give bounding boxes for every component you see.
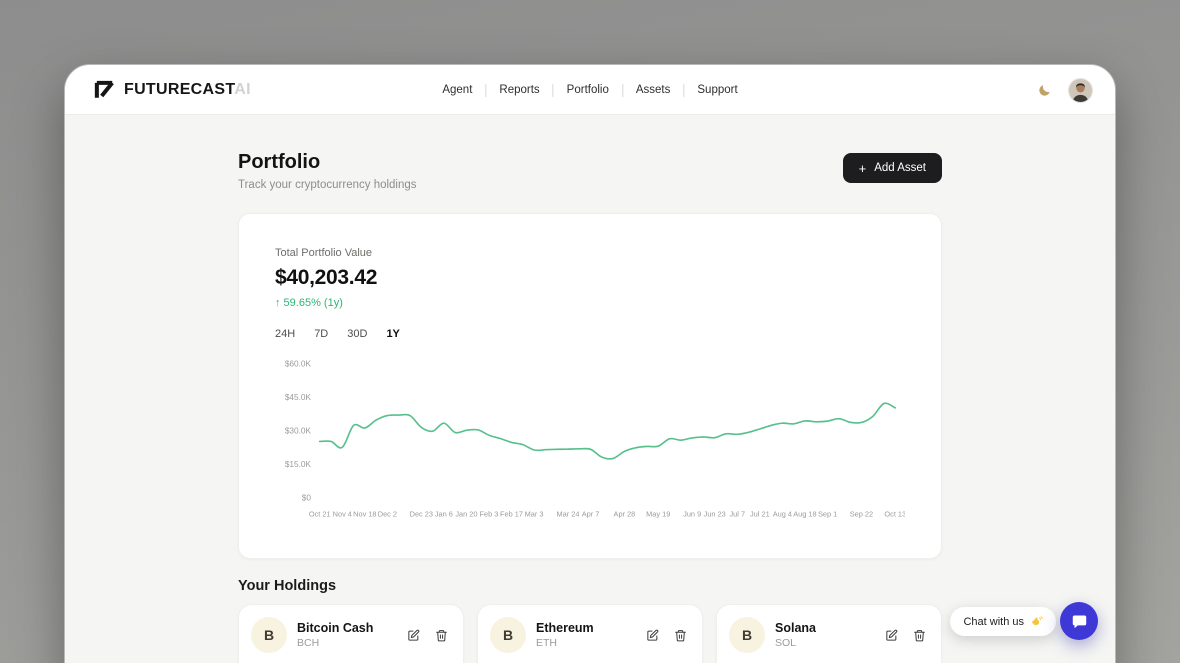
trash-icon — [914, 629, 925, 641]
holdings-cards: B Bitcoin Cash BCH AI Score: -1 (Slightl… — [238, 604, 942, 663]
edit-icon — [647, 629, 659, 641]
svg-text:Jun 23: Jun 23 — [704, 509, 726, 518]
plus-icon: + — [858, 160, 867, 176]
nav-item-support[interactable]: Support — [697, 84, 738, 96]
arrow-logo-icon — [94, 80, 114, 98]
svg-text:Oct 21: Oct 21 — [309, 509, 331, 518]
moon-icon — [1038, 84, 1050, 96]
time-range-tabs: 24H 7D 30D 1Y — [275, 326, 905, 342]
top-navbar: FUTURECASTAI Agent Reports Portfolio Ass… — [65, 65, 1115, 115]
svg-text:Oct 13: Oct 13 — [884, 509, 905, 518]
app-window: FUTURECASTAI Agent Reports Portfolio Ass… — [64, 64, 1116, 663]
svg-text:$15.0K: $15.0K — [285, 460, 312, 469]
dark-mode-toggle[interactable] — [1034, 80, 1054, 100]
svg-text:Aug 18: Aug 18 — [793, 509, 816, 518]
nav-divider — [621, 83, 623, 97]
svg-text:Sep 22: Sep 22 — [850, 509, 873, 518]
coin-ticker: ETH — [536, 637, 557, 649]
svg-text:Mar 3: Mar 3 — [525, 509, 544, 518]
nav-divider — [485, 83, 487, 97]
page-header: Portfolio Track your cryptocurrency hold… — [238, 151, 942, 191]
chat-bubble-icon — [1072, 614, 1086, 628]
header-actions — [1034, 65, 1093, 115]
svg-text:Apr 28: Apr 28 — [614, 509, 636, 518]
portfolio-value: $40,203.42 — [275, 266, 378, 289]
svg-text:$30.0K: $30.0K — [285, 427, 312, 436]
coin-name: Ethereum — [536, 621, 594, 635]
add-asset-button[interactable]: + Add Asset — [842, 153, 942, 183]
brand-name: FUTURECASTAI — [124, 81, 251, 98]
portfolio-line-chart: $60.0K $45.0K $30.0K $15.0K $0 Oct 21 Nov 4 Nov… — [275, 352, 905, 525]
svg-text:Dec 23: Dec 23 — [410, 509, 433, 518]
svg-text:Jun 9: Jun 9 — [683, 509, 701, 518]
svg-text:Jan 20: Jan 20 — [455, 509, 477, 518]
chat-fab-button[interactable] — [1060, 602, 1098, 640]
portfolio-change: ↑ 59.65% (1y) — [275, 297, 343, 309]
nav-item-agent[interactable]: Agent — [442, 84, 473, 96]
svg-text:Jan 6: Jan 6 — [435, 509, 453, 518]
main-nav: Agent Reports Portfolio Assets Support — [429, 65, 750, 115]
main-content: Portfolio Track your cryptocurrency hold… — [238, 115, 942, 663]
edit-icon — [408, 629, 420, 641]
avatar-photo — [1069, 78, 1092, 102]
nav-item-portfolio[interactable]: Portfolio — [566, 84, 609, 96]
coin-avatar: B — [251, 617, 287, 653]
svg-text:$60.0K: $60.0K — [285, 360, 312, 369]
waving-hand-icon — [1032, 616, 1043, 626]
svg-text:$0: $0 — [302, 494, 312, 503]
user-avatar[interactable] — [1068, 77, 1093, 103]
delete-asset-button[interactable] — [432, 626, 451, 645]
svg-text:Jul 21: Jul 21 — [750, 509, 770, 518]
svg-text:Nov 4: Nov 4 — [333, 509, 352, 518]
portfolio-value-card: Total Portfolio Value $40,203.42 ↑ 59.65… — [238, 213, 942, 559]
trash-icon — [675, 629, 686, 641]
holdings-section-title: Your Holdings — [238, 578, 337, 594]
edit-asset-button[interactable] — [643, 626, 662, 645]
coin-name: Bitcoin Cash — [297, 621, 374, 635]
delete-asset-button[interactable] — [910, 626, 929, 645]
svg-text:Aug 4: Aug 4 — [773, 509, 792, 518]
holding-card-bch: B Bitcoin Cash BCH AI Score: -1 (Slightl… — [238, 604, 464, 663]
svg-text:Nov 18: Nov 18 — [353, 509, 376, 518]
coin-name: Solana — [775, 621, 816, 635]
svg-text:Sep 1: Sep 1 — [818, 509, 837, 518]
coin-ticker: SOL — [775, 637, 797, 649]
svg-text:Mar 24: Mar 24 — [557, 509, 580, 518]
holding-card-sol: B Solana SOL AI Score: -1 (Slightly Bear… — [716, 604, 942, 663]
coin-avatar: B — [729, 617, 765, 653]
edit-asset-button[interactable] — [404, 626, 423, 645]
svg-text:Dec 2: Dec 2 — [378, 509, 397, 518]
svg-text:Feb 17: Feb 17 — [500, 509, 523, 518]
coin-ticker: BCH — [297, 637, 320, 649]
trash-icon — [436, 629, 447, 641]
coin-avatar: B — [490, 617, 526, 653]
nav-item-reports[interactable]: Reports — [499, 84, 540, 96]
edit-icon — [886, 629, 898, 641]
delete-asset-button[interactable] — [671, 626, 690, 645]
chat-with-us-button[interactable]: Chat with us — [950, 607, 1056, 636]
nav-divider — [552, 83, 554, 97]
svg-text:Apr 7: Apr 7 — [582, 509, 600, 518]
tab-24h[interactable]: 24H — [275, 328, 296, 340]
tab-7d[interactable]: 7D — [314, 328, 329, 340]
page-title: Portfolio — [238, 151, 321, 173]
svg-text:$45.0K: $45.0K — [285, 393, 312, 402]
brand-logo[interactable]: FUTURECASTAI — [93, 65, 251, 115]
tab-30d[interactable]: 30D — [347, 328, 368, 340]
tab-1y[interactable]: 1Y — [386, 328, 400, 340]
edit-asset-button[interactable] — [882, 626, 901, 645]
holding-card-eth: B Ethereum ETH AI Score: -4 (Slightly Be… — [477, 604, 703, 663]
page-subtitle: Track your cryptocurrency holdings — [238, 179, 417, 191]
line-chart-svg: $60.0K $45.0K $30.0K $15.0K $0 Oct 21 Nov 4 Nov… — [285, 360, 905, 519]
svg-text:Feb 3: Feb 3 — [480, 509, 499, 518]
nav-item-assets[interactable]: Assets — [635, 84, 671, 96]
portfolio-value-label: Total Portfolio Value — [275, 247, 373, 259]
svg-text:May 19: May 19 — [646, 509, 670, 518]
nav-divider — [683, 83, 685, 97]
svg-text:Jul 7: Jul 7 — [729, 509, 745, 518]
